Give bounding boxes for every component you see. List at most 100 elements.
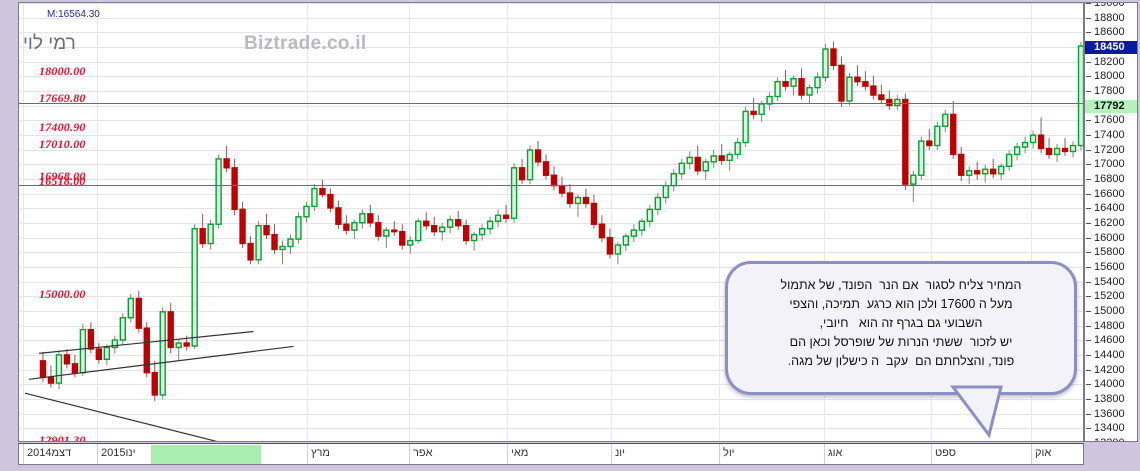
left-price-label: 16518.00 <box>39 174 86 188</box>
page-title: רמי לוי <box>23 33 76 54</box>
price-axis-tick: 17600 <box>1085 114 1137 127</box>
price-axis-tick: 17792 <box>1085 99 1137 113</box>
annotation-line: המחיר צליח לסגור אם הנר הפונד, של אתמול <box>780 278 1022 292</box>
tick-dash-icon <box>1086 223 1091 224</box>
watermark: Biztrade.co.il <box>244 33 367 54</box>
candlestick <box>95 343 103 364</box>
candlestick <box>223 145 230 173</box>
candlestick <box>191 224 198 349</box>
price-axis-tick: 15600 <box>1085 261 1137 274</box>
price-axis-tick-label: 17200 <box>1094 143 1125 156</box>
price-axis-tick-label: 14600 <box>1094 334 1125 347</box>
price-axis-tick-label: 13800 <box>1094 393 1125 405</box>
candlestick <box>231 158 238 216</box>
candlestick <box>870 75 877 100</box>
price-axis-tick-label: 18200 <box>1094 55 1125 68</box>
candlestick <box>327 188 334 213</box>
annotation-line: יש לזכור ששתי הנרות של שופרסל וכאן הם <box>789 335 1013 349</box>
tick-dash-icon <box>1086 428 1091 430</box>
price-axis-tick-label: 18800 <box>1094 11 1125 24</box>
candlestick <box>199 213 206 248</box>
candlestick <box>167 302 174 354</box>
candlestick <box>726 151 733 171</box>
candlestick <box>423 212 430 231</box>
candlestick <box>407 236 414 254</box>
candlestick <box>502 204 510 223</box>
annotation-callout[interactable]: המחיר צליח לסגור אם הנר הפונד, של אתמול מ… <box>725 261 1077 395</box>
candlestick <box>55 350 63 390</box>
candlestick <box>902 93 909 191</box>
price-axis-tick-label: 17400 <box>1094 129 1125 141</box>
candlestick <box>399 224 406 250</box>
price-axis-tick: 18800 <box>1085 12 1137 25</box>
candlestick <box>319 179 326 198</box>
price-axis-tick: 18200 <box>1085 56 1137 69</box>
time-axis-separator <box>307 444 308 464</box>
candlestick <box>814 72 821 94</box>
annotation-line: השבועי גם בגרף זה הוא חיובי, <box>819 316 983 330</box>
left-price-label: 15000.00 <box>39 287 86 301</box>
candlestick <box>718 144 725 165</box>
candlestick <box>997 163 1005 180</box>
price-axis-tick: 15200 <box>1085 290 1137 303</box>
candlestick <box>918 136 925 180</box>
time-axis[interactable]: דצמ2014 ינו2015 מרץ אפר מאי יונ יול אוג ספט אוק <box>18 443 1084 465</box>
candlestick <box>614 242 622 265</box>
candlestick <box>534 141 542 167</box>
price-axis-tick-label: 15400 <box>1094 275 1125 288</box>
time-axis-separator <box>23 444 24 464</box>
price-axis-tick: 15000 <box>1085 305 1137 318</box>
candlestick <box>175 340 182 361</box>
time-axis-separator <box>824 444 825 464</box>
price-chart-plot[interactable]: M:16564.30 רמי לוי Biztrade.co.il 18000.… <box>18 2 1084 442</box>
support-resistance-line <box>19 103 1083 104</box>
price-axis-tick: 16800 <box>1085 173 1137 186</box>
trendline <box>28 345 294 380</box>
candlestick <box>566 184 574 208</box>
price-axis[interactable]: 19000 18800 18600 18450 18200 18000 17800 17792… <box>1084 2 1138 442</box>
candlestick <box>1029 130 1037 149</box>
candlestick <box>654 193 661 216</box>
candlestick <box>1077 41 1083 150</box>
price-axis-tick-label: 18450 <box>1094 41 1125 53</box>
support-resistance-layer <box>19 3 1083 441</box>
tick-dash-icon <box>1086 193 1091 195</box>
time-axis-label: אוג <box>828 447 843 459</box>
price-axis-tick-label: 16000 <box>1094 231 1125 244</box>
candlestick <box>1005 149 1013 171</box>
candlestick <box>143 322 150 378</box>
candlestick <box>790 75 797 96</box>
time-axis-separator <box>507 444 508 464</box>
left-price-label: 17669.80 <box>39 91 86 105</box>
price-axis-tick-label: 16200 <box>1094 217 1125 229</box>
annotation-line: מעל ה 17600 ולכן הוא כרגע תמיכה, והצפי <box>789 297 1013 311</box>
candlestick <box>1053 144 1061 162</box>
tick-dash-icon <box>1086 252 1091 254</box>
candlestick <box>247 236 254 265</box>
tick-dash-icon <box>1086 340 1091 342</box>
price-axis-tick-label: 19000 <box>1094 2 1125 9</box>
tick-dash-icon <box>1086 32 1091 34</box>
candlestick <box>830 41 837 70</box>
candlestick <box>135 291 142 333</box>
candlestick <box>958 147 965 182</box>
candlestick <box>734 138 741 159</box>
candlestick <box>846 72 853 106</box>
candlestick <box>886 90 893 110</box>
price-axis-tick: 17800 <box>1085 85 1137 98</box>
tick-dash-icon <box>1086 91 1091 92</box>
candlestick <box>542 154 550 180</box>
trendline <box>38 330 254 354</box>
candlestick <box>526 145 534 185</box>
price-axis-tick-label: 15800 <box>1094 246 1125 259</box>
left-price-label: 16968.00 <box>39 169 86 183</box>
candlestick <box>263 213 270 240</box>
candlestick <box>127 294 134 323</box>
price-axis-tick-label: 16400 <box>1094 202 1125 215</box>
candlestick <box>359 209 366 229</box>
candlestick <box>311 184 318 211</box>
candlestick <box>255 221 262 265</box>
price-axis-tick: 17000 <box>1085 158 1137 171</box>
tick-dash-icon <box>1086 208 1091 210</box>
time-axis-label: מרץ <box>311 447 330 459</box>
